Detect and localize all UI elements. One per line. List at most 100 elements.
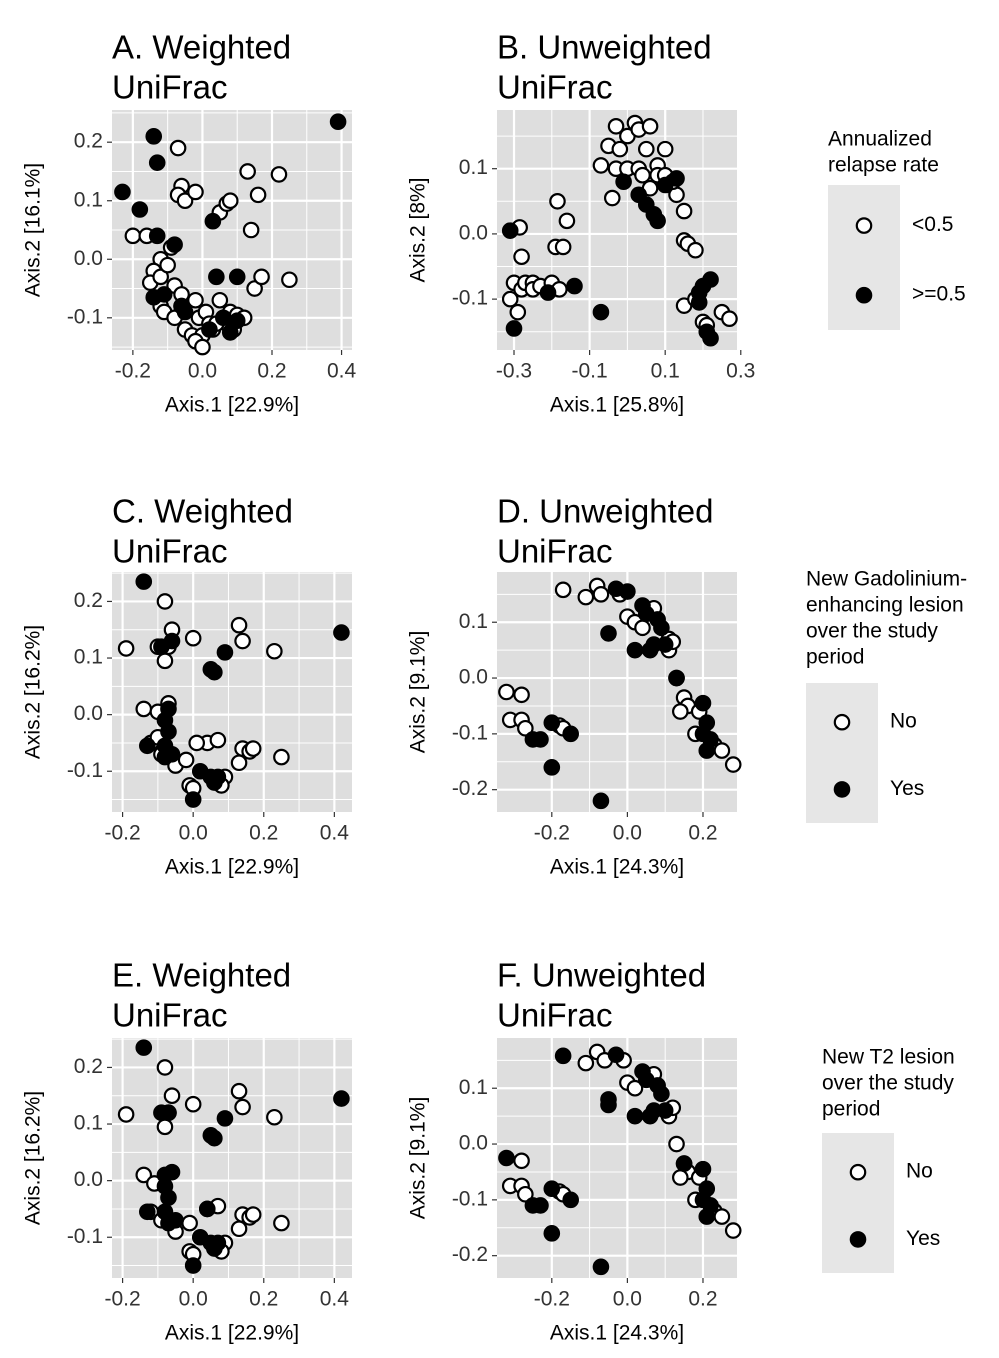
data-point <box>181 1214 198 1232</box>
legend-key-open <box>849 1163 867 1181</box>
data-point <box>138 737 156 755</box>
legend-title-line: period <box>806 646 864 669</box>
data-point <box>668 170 685 187</box>
panel-d-background <box>497 572 737 812</box>
legend-key-background <box>828 185 900 330</box>
data-point <box>244 1206 262 1223</box>
data-point <box>577 1054 595 1072</box>
y-tick-label: -0.2 <box>452 777 488 800</box>
data-point <box>549 193 566 210</box>
data-point <box>177 751 195 769</box>
legend-key-filled <box>833 781 851 798</box>
data-point <box>201 321 218 338</box>
data-point <box>230 1220 248 1238</box>
data-point <box>209 768 227 786</box>
data-point <box>649 212 666 230</box>
legend-item-label: No <box>890 710 917 733</box>
x-tick-label: 0.1 <box>651 360 680 383</box>
y-tick-label: 0.1 <box>459 1076 488 1099</box>
y-tick-label: 0.2 <box>74 1055 103 1078</box>
x-axis-label: Axis.1 [22.9%] <box>165 394 299 417</box>
series-filled <box>501 170 719 347</box>
data-point <box>517 1185 534 1203</box>
data-point <box>592 586 610 603</box>
data-point <box>690 294 708 311</box>
data-point <box>672 703 689 720</box>
y-tick-label: 0.1 <box>74 1112 103 1135</box>
y-axis-label: Axis.2 [9.1%] <box>407 1097 430 1220</box>
data-point <box>501 222 519 239</box>
x-axis-label: Axis.1 [22.9%] <box>165 856 299 879</box>
data-point <box>698 1208 716 1225</box>
data-point <box>607 1046 625 1064</box>
legend-title-line: New Gadolinium- <box>806 568 967 591</box>
data-point <box>209 731 227 749</box>
legend-title-line: Annualized <box>828 128 932 151</box>
x-tick-label: 0.2 <box>249 1288 278 1311</box>
legend-item-label: Yes <box>890 777 924 800</box>
data-point <box>702 329 719 347</box>
data-point <box>160 1189 177 1206</box>
legend-key-filled <box>849 1231 867 1248</box>
data-point <box>603 189 621 207</box>
x-tick-label: 0.0 <box>613 1288 642 1311</box>
x-tick-label: 0.4 <box>320 1288 350 1311</box>
x-tick-label: 0.0 <box>179 822 208 845</box>
data-point <box>607 118 625 135</box>
data-point <box>187 291 204 309</box>
data-point <box>713 742 731 759</box>
panel-b-title-line-2: UniFrac <box>497 69 613 106</box>
data-point <box>656 636 674 653</box>
panel-d-title-line-1: D. Unweighted <box>497 493 713 530</box>
data-point <box>513 686 530 704</box>
panel-d-title-line-2: UniFrac <box>497 533 613 570</box>
legend-item-label: Yes <box>906 1227 940 1250</box>
data-point <box>592 157 610 174</box>
data-point <box>273 1214 290 1232</box>
data-point <box>532 1197 549 1214</box>
data-point <box>656 140 674 158</box>
data-point <box>566 277 583 295</box>
data-point <box>592 1258 610 1276</box>
x-tick-label: 0.0 <box>179 1288 208 1311</box>
data-point <box>234 1098 251 1116</box>
data-point <box>543 759 561 776</box>
data-point <box>687 241 704 259</box>
data-point <box>117 640 135 657</box>
data-point <box>333 1090 350 1107</box>
data-point <box>619 583 636 600</box>
data-point <box>163 632 181 650</box>
data-point <box>208 268 225 286</box>
data-point <box>626 641 644 659</box>
data-point <box>156 593 174 610</box>
data-point <box>543 1180 561 1197</box>
y-tick-label: 0.1 <box>74 188 103 211</box>
data-point <box>159 256 176 274</box>
data-point <box>239 163 256 180</box>
x-axis-label: Axis.1 [22.9%] <box>165 1322 299 1345</box>
y-tick-label: -0.2 <box>452 1243 488 1266</box>
data-point <box>517 719 534 737</box>
x-tick-label: 0.0 <box>613 822 642 845</box>
data-point <box>668 669 685 687</box>
x-tick-label: 0.0 <box>188 360 217 383</box>
data-point <box>724 756 742 773</box>
data-point <box>675 202 693 220</box>
legend-title-line: period <box>822 1098 880 1121</box>
data-point <box>562 1191 580 1209</box>
data-point <box>114 183 131 201</box>
data-point <box>600 625 617 642</box>
data-point <box>509 303 527 321</box>
data-point <box>160 723 177 740</box>
data-point <box>230 754 248 772</box>
data-point <box>249 186 267 204</box>
data-point <box>329 113 347 131</box>
data-point <box>230 616 248 634</box>
y-tick-label: 0.2 <box>74 130 103 153</box>
data-point <box>160 1104 177 1122</box>
data-point <box>135 1039 153 1056</box>
y-tick-label: -0.1 <box>67 1225 103 1248</box>
